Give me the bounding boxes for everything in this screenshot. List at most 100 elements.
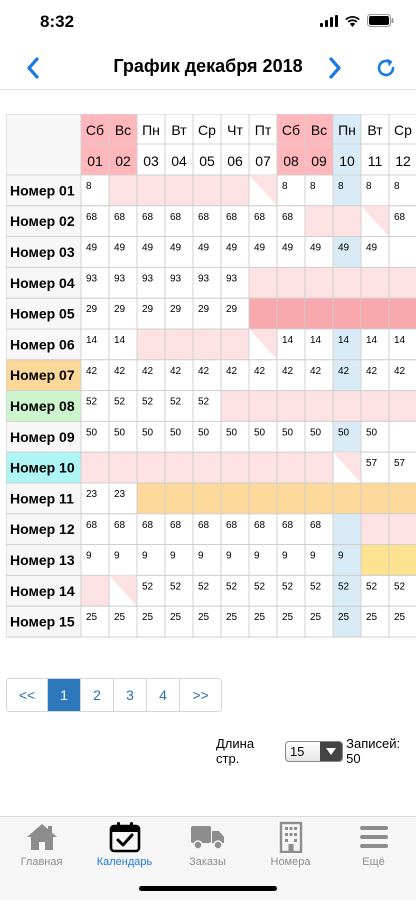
- booking-cell-value: 49: [226, 243, 238, 254]
- day-of-week-label: Пт: [255, 122, 272, 138]
- booking-cell: [220, 513, 250, 546]
- tab-calendar[interactable]: Календарь: [83, 821, 166, 871]
- booking-cell: [164, 420, 194, 453]
- booking-cell: [276, 513, 306, 546]
- pager-page-1[interactable]: 1: [48, 679, 81, 711]
- tab-rooms-label: Номера: [270, 856, 311, 868]
- booking-cell-value: 68: [226, 520, 238, 531]
- prev-month-button[interactable]: [15, 50, 51, 86]
- booking-cell-value: 8: [310, 181, 316, 192]
- day-number-label: 10: [339, 153, 355, 169]
- room-name-label: Номер 03: [10, 244, 75, 260]
- booking-cell: [192, 236, 222, 268]
- tab-home[interactable]: Главная: [0, 821, 83, 871]
- booking-cell-value: 50: [366, 427, 378, 438]
- tab-rooms[interactable]: Номера: [249, 821, 332, 871]
- booking-cell: [304, 266, 334, 299]
- booking-cell-value: 8: [394, 181, 400, 192]
- booking-cell-value: 52: [366, 581, 378, 592]
- booking-cell: [108, 328, 138, 361]
- pager-first-button[interactable]: <<: [7, 679, 48, 711]
- status-icons: [320, 14, 394, 27]
- booking-cell: [304, 513, 334, 546]
- booking-cell-value: 49: [114, 243, 126, 254]
- booking-cell: [248, 297, 278, 330]
- booking-cell: [220, 297, 250, 330]
- booking-cell-value: 93: [142, 273, 154, 284]
- booking-cell: [80, 482, 110, 515]
- booking-cell: [220, 574, 250, 607]
- pager-page-3[interactable]: 3: [114, 679, 147, 711]
- booking-cell-value: 68: [170, 212, 182, 223]
- booking-cell-value: 50: [170, 427, 182, 438]
- pager-last-button[interactable]: >>: [180, 679, 221, 711]
- calendar-check-icon: [109, 822, 140, 853]
- booking-cell-value: 52: [338, 581, 350, 592]
- refresh-icon: [377, 58, 395, 77]
- room-name-cell: [6, 513, 82, 546]
- booking-cell: [360, 297, 390, 330]
- booking-cell: [332, 236, 362, 268]
- page-length-select[interactable]: 15: [284, 740, 344, 762]
- booking-cell: [80, 174, 110, 207]
- booking-cell: [164, 451, 194, 484]
- booking-cell-value: 49: [310, 243, 322, 254]
- booking-cell-value: 93: [170, 273, 182, 284]
- day-number-label: 04: [171, 153, 187, 169]
- day-number-label: 08: [283, 153, 299, 169]
- day-number-label: 05: [199, 153, 215, 169]
- booking-cell: [136, 297, 166, 330]
- room-name-label: Номер 07: [10, 367, 75, 383]
- booking-cell: [360, 513, 390, 546]
- booking-cell: [192, 513, 222, 546]
- booking-cell-value: 52: [170, 581, 182, 592]
- day-number-label: 12: [395, 153, 411, 169]
- booking-cell-value: 49: [142, 243, 154, 254]
- tab-orders-label: Заказы: [189, 856, 226, 868]
- booking-cell: [304, 205, 334, 238]
- booking-cell-value: 68: [198, 212, 210, 223]
- pager-page-2[interactable]: 2: [81, 679, 114, 711]
- booking-cell-value: 49: [338, 243, 350, 254]
- battery-icon: [367, 14, 394, 27]
- next-month-button[interactable]: [317, 50, 353, 86]
- booking-cell-value: 25: [114, 612, 126, 623]
- booking-cell-value: 42: [394, 366, 406, 377]
- booking-cell: [164, 266, 194, 299]
- booking-cell-value: 42: [198, 366, 210, 377]
- day-header-cell: [360, 143, 390, 176]
- day-number-label: 06: [227, 153, 243, 169]
- day-of-week-label: Вс: [115, 122, 131, 138]
- booking-cell: [164, 205, 194, 238]
- booking-cell-value: 25: [198, 612, 210, 623]
- booking-cell-value: 93: [86, 273, 98, 284]
- booking-cell-value: 23: [114, 489, 126, 500]
- tab-orders[interactable]: Заказы: [166, 821, 249, 871]
- booking-cell: [360, 359, 390, 392]
- hotel-building-icon: [279, 821, 302, 853]
- pager-page-4[interactable]: 4: [147, 679, 180, 711]
- booking-cell-value: 68: [254, 520, 266, 531]
- booking-cell: [360, 420, 390, 453]
- room-name-cell: [6, 420, 82, 453]
- booking-cell: [80, 451, 110, 484]
- booking-cell: [332, 174, 362, 207]
- booking-cell-value: 9: [142, 551, 148, 562]
- booking-cell-value: 52: [86, 397, 98, 408]
- booking-cell-value: 42: [226, 366, 238, 377]
- booking-cell-value: 68: [282, 212, 294, 223]
- booking-cell-value: 42: [310, 366, 322, 377]
- booking-cell-value: 52: [282, 581, 294, 592]
- booking-cell-value: 93: [198, 273, 210, 284]
- booking-cell-value: 23: [86, 489, 98, 500]
- day-header-cell: [360, 114, 390, 145]
- tab-more[interactable]: Ещё: [332, 821, 415, 871]
- booking-cell-value: 25: [310, 612, 322, 623]
- day-of-week-label: Пн: [338, 122, 356, 138]
- booking-cell-value: 9: [310, 551, 316, 562]
- booking-cell-value: 9: [86, 551, 92, 562]
- booking-cell: [332, 605, 362, 638]
- day-of-week-label: Ср: [394, 122, 412, 138]
- booking-cell: [248, 359, 278, 392]
- refresh-button[interactable]: [368, 50, 404, 86]
